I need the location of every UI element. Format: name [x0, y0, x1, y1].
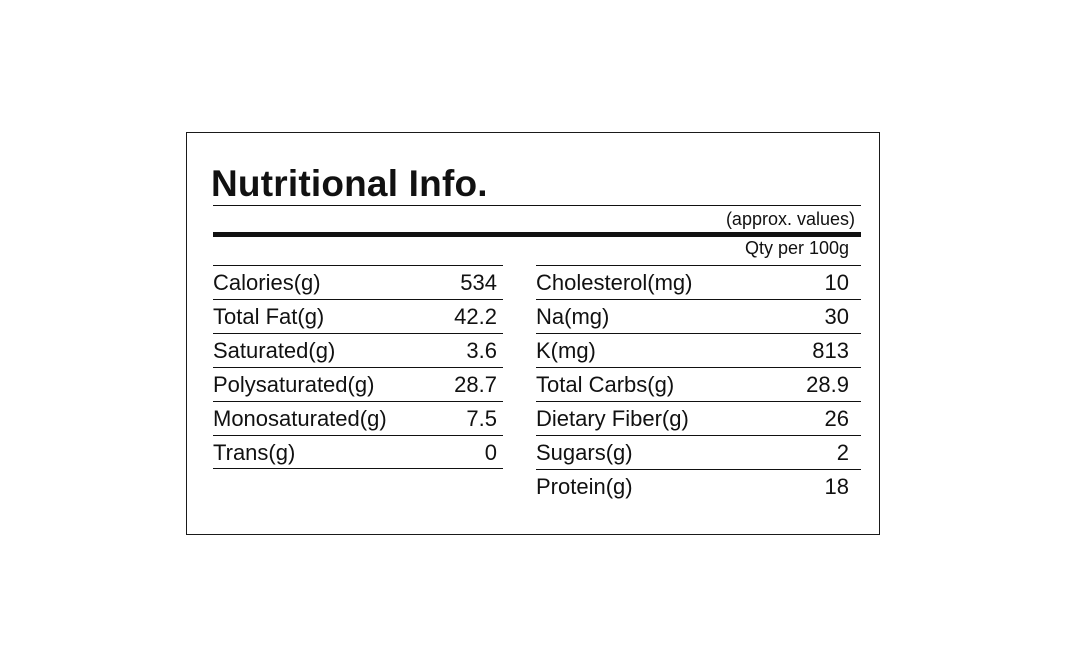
- nutrient-name: Protein(g): [536, 474, 633, 499]
- nutrient-value: 42.2: [454, 304, 497, 329]
- nutrient-name: Calories(g): [213, 270, 321, 295]
- nutrient-value: 28.9: [806, 372, 849, 397]
- nutrient-name: Trans(g): [213, 440, 296, 465]
- nutrient-row: Dietary Fiber(g) 26: [536, 401, 861, 435]
- serving-size: Qty per 100g: [744, 238, 849, 258]
- nutrient-value: 813: [812, 338, 849, 363]
- nutrient-row: Saturated(g) 3.6: [213, 333, 503, 367]
- nutrient-name: Sugars(g): [536, 440, 633, 465]
- nutrient-name: Saturated(g): [213, 338, 336, 363]
- nutrient-name: Total Carbs(g): [536, 372, 675, 397]
- nutrient-value: 534: [460, 270, 497, 295]
- nutrient-value: 26: [824, 406, 849, 431]
- nutrient-name: Monosaturated(g): [213, 406, 387, 431]
- nutrient-row: K(mg) 813: [536, 333, 861, 367]
- nutrient-value: 10: [824, 270, 849, 295]
- nutrient-value: 28.7: [454, 372, 497, 397]
- approx-note: (approx. values): [725, 209, 855, 229]
- title-divider: [213, 205, 861, 206]
- nutrient-row: Trans(g) 0: [213, 435, 503, 469]
- nutrient-name: Na(mg): [536, 304, 610, 329]
- nutrient-row: Monosaturated(g) 7.5: [213, 401, 503, 435]
- nutrient-row: Protein(g) 18: [536, 469, 861, 503]
- nutrient-value: 2: [836, 440, 849, 465]
- left-column: Calories(g) 534 Total Fat(g) 42.2 Satura…: [213, 265, 503, 469]
- nutrient-row: Total Carbs(g) 28.9: [536, 367, 861, 401]
- nutrient-value: 7.5: [466, 406, 497, 431]
- nutrient-name: Total Fat(g): [213, 304, 325, 329]
- nutrient-row: Cholesterol(mg) 10: [536, 265, 861, 299]
- nutrient-value: 18: [824, 474, 849, 499]
- nutrient-value: 3.6: [466, 338, 497, 363]
- nutrient-row: Na(mg) 30: [536, 299, 861, 333]
- nutrient-row: Calories(g) 534: [213, 265, 503, 299]
- nutrient-row: Total Fat(g) 42.2: [213, 299, 503, 333]
- nutrient-name: Cholesterol(mg): [536, 270, 693, 295]
- right-column: Cholesterol(mg) 10 Na(mg) 30 K(mg) 813 T…: [536, 265, 861, 503]
- nutrition-label: Nutritional Info. (approx. values) Qty p…: [186, 132, 880, 535]
- nutrient-row: Polysaturated(g) 28.7: [213, 367, 503, 401]
- nutrient-name: Polysaturated(g): [213, 372, 375, 397]
- nutrient-value: 30: [824, 304, 849, 329]
- label-title: Nutritional Info.: [211, 163, 488, 204]
- nutrient-row: Sugars(g) 2: [536, 435, 861, 469]
- thick-divider: [213, 232, 861, 237]
- nutrient-name: K(mg): [536, 338, 596, 363]
- nutrient-name: Dietary Fiber(g): [536, 406, 689, 431]
- nutrient-value: 0: [484, 440, 497, 465]
